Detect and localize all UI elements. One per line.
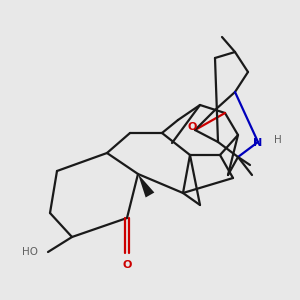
Text: H: H xyxy=(274,135,282,145)
Text: O: O xyxy=(187,122,197,132)
Text: O: O xyxy=(122,260,132,270)
Text: N: N xyxy=(254,138,262,148)
Polygon shape xyxy=(138,174,154,197)
Text: HO: HO xyxy=(22,247,38,257)
